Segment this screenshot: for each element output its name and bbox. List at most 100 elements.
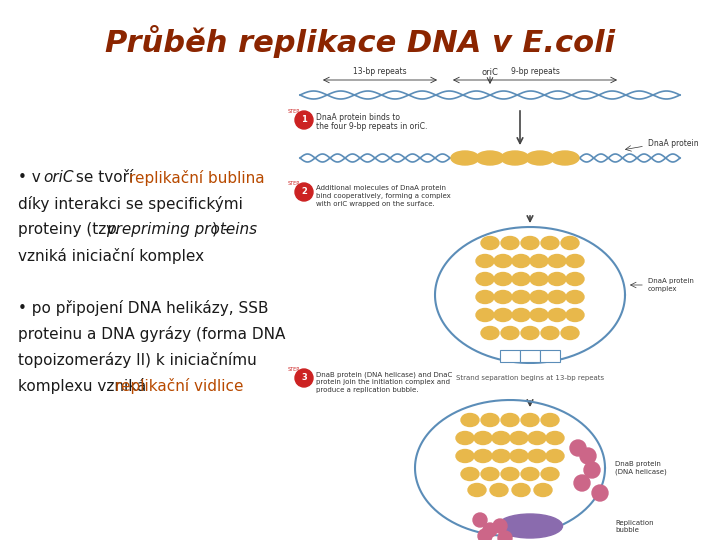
Text: proteiny (tzv.: proteiny (tzv.	[18, 222, 124, 237]
Ellipse shape	[481, 327, 499, 340]
Ellipse shape	[510, 431, 528, 444]
Ellipse shape	[510, 449, 528, 462]
Ellipse shape	[492, 431, 510, 444]
Text: Additional molecules of DnaA protein: Additional molecules of DnaA protein	[316, 185, 446, 191]
Ellipse shape	[548, 254, 566, 267]
Text: 13-bp repeats: 13-bp repeats	[354, 67, 407, 76]
Ellipse shape	[530, 273, 548, 286]
Circle shape	[498, 531, 512, 540]
Ellipse shape	[476, 151, 504, 165]
Text: ) –: ) –	[212, 222, 230, 237]
Text: díky interakci se specifickými: díky interakci se specifickými	[18, 196, 243, 212]
Text: produce a replication bubble.: produce a replication bubble.	[316, 387, 418, 393]
Text: STEP: STEP	[288, 181, 300, 186]
Text: 9-bp repeats: 9-bp repeats	[510, 67, 559, 76]
Ellipse shape	[456, 449, 474, 462]
Ellipse shape	[512, 308, 530, 321]
Bar	[540, 350, 560, 362]
Ellipse shape	[530, 308, 548, 321]
Circle shape	[473, 513, 487, 527]
Text: 3: 3	[301, 374, 307, 382]
Ellipse shape	[526, 151, 554, 165]
Ellipse shape	[494, 291, 512, 303]
Text: DnaA protein binds to: DnaA protein binds to	[316, 113, 400, 122]
Ellipse shape	[501, 327, 519, 340]
Ellipse shape	[551, 151, 579, 165]
Ellipse shape	[481, 414, 499, 427]
Text: STEP: STEP	[288, 367, 300, 372]
Ellipse shape	[494, 254, 512, 267]
Text: proteinu a DNA gyrázy (forma DNA: proteinu a DNA gyrázy (forma DNA	[18, 326, 285, 342]
Ellipse shape	[494, 273, 512, 286]
Ellipse shape	[530, 291, 548, 303]
Text: STEP: STEP	[288, 109, 300, 114]
Ellipse shape	[476, 308, 494, 321]
Bar	[500, 350, 520, 362]
Ellipse shape	[501, 414, 519, 427]
Ellipse shape	[451, 151, 479, 165]
Ellipse shape	[512, 254, 530, 267]
Text: replikační bublina: replikační bublina	[129, 170, 265, 186]
Ellipse shape	[512, 483, 530, 496]
Text: the four 9-bp repeats in oriC.: the four 9-bp repeats in oriC.	[316, 122, 428, 131]
Circle shape	[295, 369, 313, 387]
Text: bind cooperatively, forming a complex: bind cooperatively, forming a complex	[316, 193, 451, 199]
Ellipse shape	[474, 449, 492, 462]
Circle shape	[584, 462, 600, 478]
Circle shape	[295, 111, 313, 129]
Ellipse shape	[494, 308, 512, 321]
Ellipse shape	[528, 449, 546, 462]
Ellipse shape	[521, 237, 539, 249]
Ellipse shape	[481, 468, 499, 481]
Ellipse shape	[476, 254, 494, 267]
Circle shape	[570, 440, 586, 456]
Ellipse shape	[474, 431, 492, 444]
Text: 2: 2	[301, 187, 307, 197]
Circle shape	[580, 448, 596, 464]
Bar	[520, 350, 540, 362]
Circle shape	[592, 485, 608, 501]
Ellipse shape	[548, 273, 566, 286]
Ellipse shape	[566, 254, 584, 267]
Text: protein join the initiation complex and: protein join the initiation complex and	[316, 379, 450, 385]
Text: Replication
bubble: Replication bubble	[615, 519, 654, 532]
Ellipse shape	[512, 291, 530, 303]
Ellipse shape	[461, 414, 479, 427]
Ellipse shape	[476, 273, 494, 286]
Text: prepriming proteins: prepriming proteins	[106, 222, 257, 237]
Ellipse shape	[476, 291, 494, 303]
Circle shape	[483, 523, 497, 537]
Circle shape	[478, 529, 492, 540]
Ellipse shape	[501, 151, 529, 165]
Ellipse shape	[456, 431, 474, 444]
Ellipse shape	[521, 468, 539, 481]
Text: vzniká iniciační komplex: vzniká iniciační komplex	[18, 248, 204, 264]
Ellipse shape	[541, 237, 559, 249]
Text: with oriC wrapped on the surface.: with oriC wrapped on the surface.	[316, 201, 435, 207]
Ellipse shape	[548, 291, 566, 303]
Ellipse shape	[546, 431, 564, 444]
Ellipse shape	[512, 273, 530, 286]
Text: 1: 1	[301, 116, 307, 125]
Text: komplexu vzniká: komplexu vzniká	[18, 378, 151, 394]
Ellipse shape	[546, 449, 564, 462]
Text: DnaB protein
(DNA helicase): DnaB protein (DNA helicase)	[615, 461, 667, 475]
Text: Průběh replikace DNA v E.coli: Průběh replikace DNA v E.coli	[105, 25, 615, 58]
Circle shape	[574, 475, 590, 491]
Ellipse shape	[490, 483, 508, 496]
Ellipse shape	[561, 327, 579, 340]
Text: DnaB protein (DNA helicase) and DnaC: DnaB protein (DNA helicase) and DnaC	[316, 371, 452, 377]
Ellipse shape	[548, 308, 566, 321]
Ellipse shape	[492, 449, 510, 462]
Ellipse shape	[498, 514, 562, 538]
Text: oriC: oriC	[482, 68, 498, 77]
Ellipse shape	[468, 483, 486, 496]
Ellipse shape	[501, 468, 519, 481]
Ellipse shape	[528, 431, 546, 444]
Ellipse shape	[561, 237, 579, 249]
Text: se tvoří: se tvoří	[71, 170, 138, 185]
Ellipse shape	[541, 414, 559, 427]
Ellipse shape	[566, 291, 584, 303]
Ellipse shape	[541, 468, 559, 481]
Ellipse shape	[461, 468, 479, 481]
